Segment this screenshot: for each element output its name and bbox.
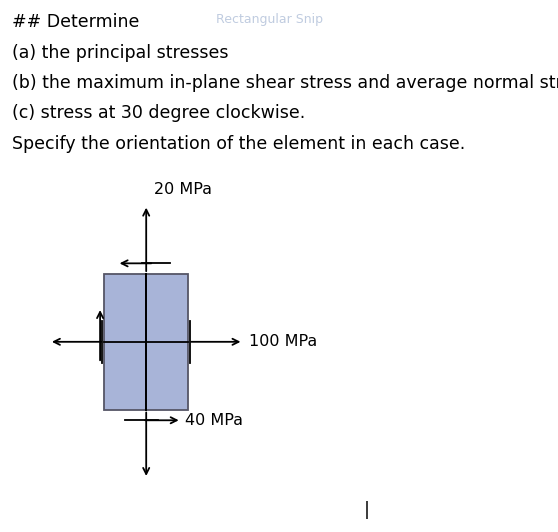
- Text: Specify the orientation of the element in each case.: Specify the orientation of the element i…: [12, 135, 465, 153]
- Text: |: |: [364, 501, 370, 519]
- Text: (a) the principal stresses: (a) the principal stresses: [12, 44, 228, 62]
- Text: (b) the maximum in-plane shear stress and average normal stress.: (b) the maximum in-plane shear stress an…: [12, 74, 558, 92]
- Text: (c) stress at 30 degree clockwise.: (c) stress at 30 degree clockwise.: [12, 104, 305, 122]
- Text: ## Determine: ## Determine: [12, 13, 139, 31]
- Text: Rectangular Snip: Rectangular Snip: [216, 13, 323, 26]
- Text: 100 MPa: 100 MPa: [249, 334, 318, 350]
- Text: 20 MPa: 20 MPa: [154, 182, 212, 197]
- Text: 40 MPa: 40 MPa: [185, 413, 243, 428]
- Bar: [104, 274, 189, 410]
